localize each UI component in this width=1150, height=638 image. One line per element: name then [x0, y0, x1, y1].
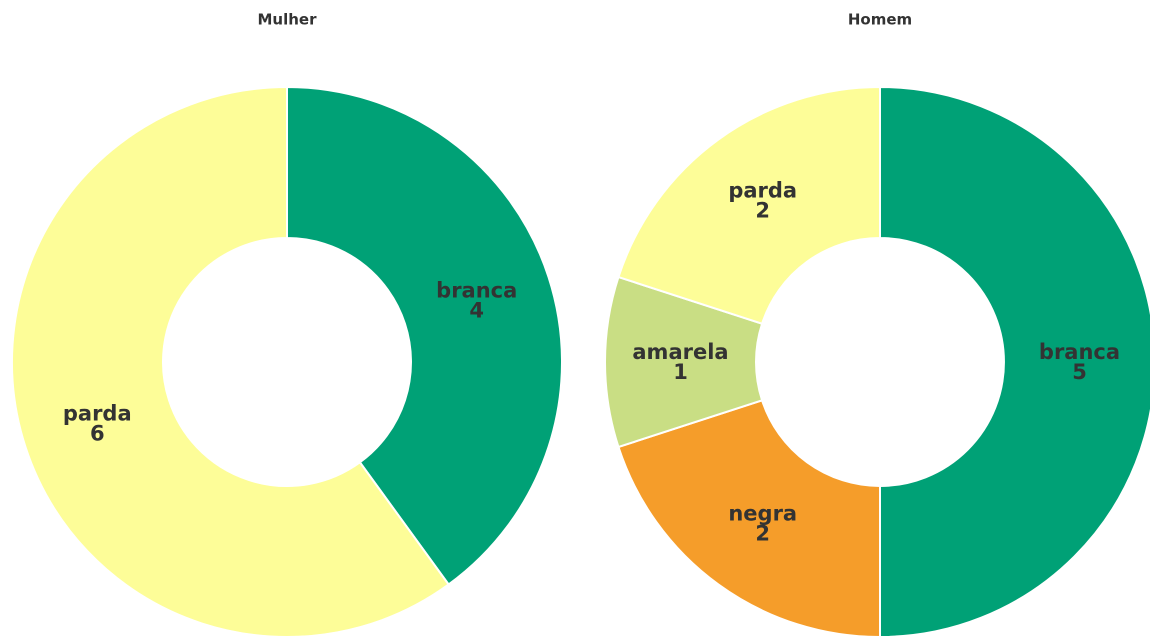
slice-label: parda [63, 402, 132, 426]
slice-label: amarela [632, 340, 728, 364]
slice-value: 2 [755, 521, 770, 545]
slice-value: 2 [755, 199, 770, 223]
slice-value: 1 [673, 360, 688, 384]
slice-value: 5 [1072, 360, 1087, 384]
slice-label: branca [1039, 340, 1120, 364]
chart-title: Mulher [258, 11, 318, 29]
donut-slice [617, 85, 881, 325]
donut-slice [286, 85, 563, 586]
donut-slice [879, 85, 1150, 638]
donut-slice [617, 399, 881, 638]
chart-title: Homem [848, 11, 912, 29]
slice-label: parda [728, 179, 797, 203]
slice-label: branca [436, 278, 517, 302]
donut-slice [11, 85, 451, 638]
slice-label: negra [728, 501, 797, 525]
slice-value: 6 [90, 422, 105, 446]
slice-value: 4 [469, 298, 484, 322]
